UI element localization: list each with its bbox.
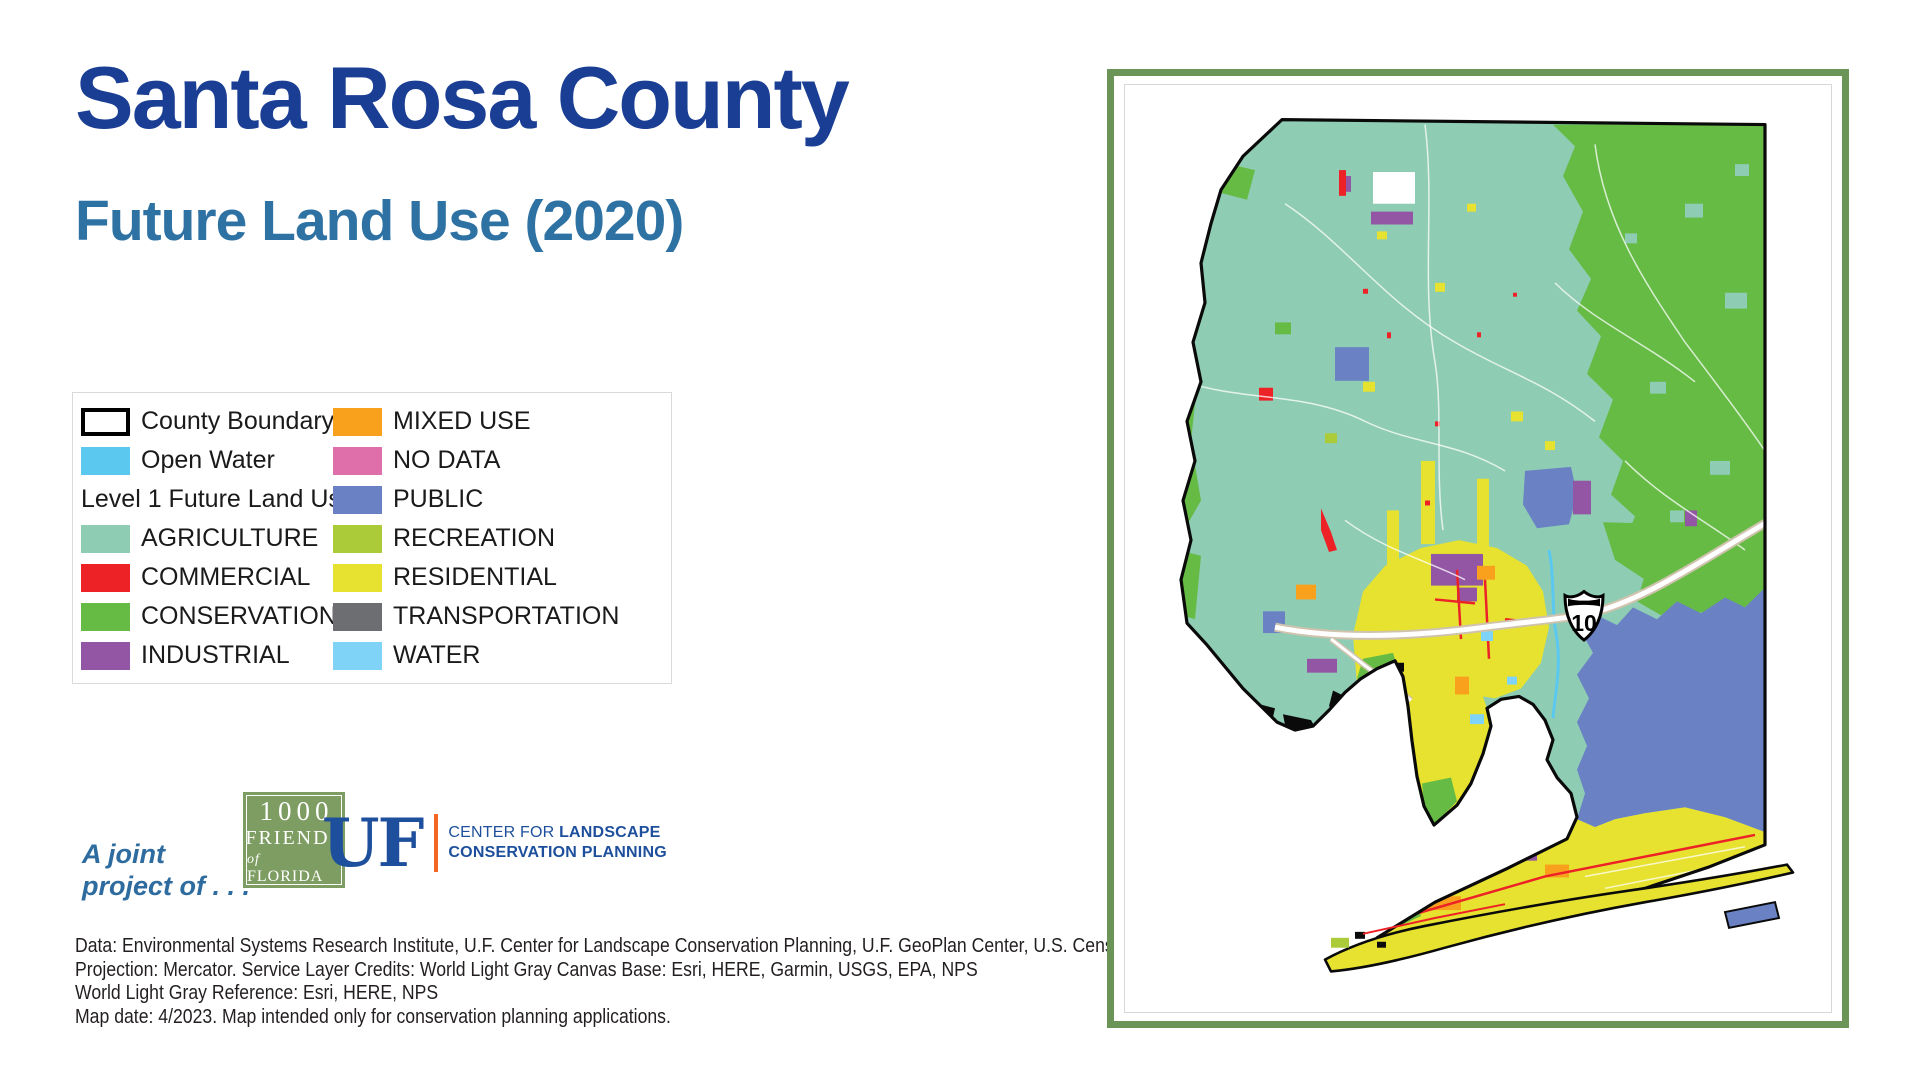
legend-label: CONSERVATION (141, 602, 337, 630)
landuse-regions (1181, 119, 1765, 938)
legend-label: WATER (393, 641, 481, 669)
transportation-swatch (333, 602, 382, 631)
legend-label: INDUSTRIAL (141, 641, 290, 669)
legend-row-residential: RESIDENTIAL (333, 558, 671, 597)
water-patches (1470, 631, 1517, 725)
legend-label: COMMERCIAL (141, 563, 311, 591)
shield-number: 10 (1571, 610, 1597, 636)
no-data-swatch (333, 446, 382, 475)
legend-row-commercial: COMMERCIAL (81, 558, 333, 597)
mixed-use-swatch (333, 407, 382, 436)
residential-swatch (333, 563, 382, 592)
legend-label: County Boundary (141, 407, 335, 435)
public-region (1263, 347, 1765, 832)
legend-row-conservation: CONSERVATION (81, 597, 337, 636)
open-water-swatch (81, 446, 130, 475)
legend-row-industrial: INDUSTRIAL (81, 636, 333, 675)
legend-row-agriculture: AGRICULTURE (81, 519, 333, 558)
friends-logo-1000: 1000 (259, 796, 334, 826)
legend-row-public: PUBLIC (333, 480, 671, 519)
credits-line-2: Projection: Mercator. Service Layer Cred… (75, 957, 978, 981)
agriculture-swatch (81, 524, 130, 553)
map-frame: 10 (1107, 69, 1849, 1028)
legend-label: AGRICULTURE (141, 524, 319, 552)
commercial-patches (1259, 170, 1517, 552)
friends-logo-florida: of FLORIDA (247, 850, 341, 886)
legend-label: Open Water (141, 446, 275, 474)
county-boundary (1179, 118, 1767, 940)
joint-line-2: project of . . . (82, 871, 251, 902)
legend-label: NO DATA (393, 446, 501, 474)
page-subtitle: Future Land Use (2020) (75, 189, 684, 253)
legend-label: RECREATION (393, 524, 556, 552)
county-map: 10 (1179, 118, 1795, 973)
joint-line-1: A joint (82, 839, 165, 869)
no-data-patch (1373, 172, 1415, 204)
open-water-features (1547, 549, 1560, 719)
friends-logo-florida-word: FLORIDA (247, 868, 324, 885)
legend-row-transportation: TRANSPORTATION (333, 597, 671, 636)
friends-of-florida-logo: 1000 FRIENDS of FLORIDA (243, 792, 345, 888)
joint-project-text: A joint project of . . . (82, 838, 250, 903)
legend-label: RESIDENTIAL (393, 563, 557, 591)
uf-monogram: UF (322, 804, 424, 882)
friends-logo-of: of (247, 852, 260, 867)
conservation-swatch (81, 602, 130, 631)
agriculture-patches (1625, 164, 1749, 523)
legend-header-row: Level 1 Future Land Use (81, 480, 355, 519)
legend-row-water: WATER (333, 636, 671, 675)
recreation-swatch (333, 524, 382, 553)
page-title: Santa Rosa County (75, 48, 850, 147)
friends-logo-friends: FRIENDS (245, 827, 343, 849)
credits-line-3: World Light Gray Reference: Esri, HERE, … (75, 981, 439, 1004)
data-credits: Data: Environmental Systems Research Ins… (75, 934, 1199, 1028)
interstate-shield: 10 (1563, 589, 1605, 642)
water-swatch (333, 641, 382, 670)
legend-row-mixed-use: MIXED USE (333, 402, 671, 441)
uf-landscape: LANDSCAPE (559, 824, 661, 842)
barrier-island (1323, 863, 1795, 973)
legend-section-header: Level 1 Future Land Use (81, 485, 355, 513)
uf-conservation-planning: CONSERVATION PLANNING (448, 844, 667, 862)
minor-roads (1184, 124, 1765, 890)
commercial-swatch (81, 563, 130, 592)
map-canvas: 10 (1124, 84, 1832, 1013)
offshore-public-parcel (1723, 901, 1781, 930)
uf-logo-text: CENTER FOR LANDSCAPE CONSERVATION PLANNI… (448, 823, 666, 863)
legend-label: TRANSPORTATION (393, 602, 620, 630)
uf-center-for: CENTER FOR (448, 824, 560, 842)
uf-logo: UF CENTER FOR LANDSCAPE CONSERVATION PLA… (322, 804, 667, 882)
friends-logo-inner: 1000 FRIENDS of FLORIDA (245, 795, 343, 886)
county-boundary-swatch (81, 407, 130, 436)
legend: County Boundary MIXED USE Open Water NO … (72, 392, 672, 684)
credits-line-1: Data: Environmental Systems Research Ins… (75, 934, 1199, 957)
legend-row-county-boundary: County Boundary (81, 402, 335, 441)
legend-row-recreation: RECREATION (333, 519, 671, 558)
legend-label: MIXED USE (393, 407, 531, 435)
public-swatch (333, 485, 382, 514)
legend-label: PUBLIC (393, 485, 484, 513)
credits-line-4: Map date: 4/2023. Map intended only for … (75, 1004, 671, 1028)
industrial-swatch (81, 641, 130, 670)
legend-row-open-water: Open Water (81, 441, 333, 480)
legend-row-no-data: NO DATA (333, 441, 671, 480)
uf-orange-bar (434, 814, 439, 873)
